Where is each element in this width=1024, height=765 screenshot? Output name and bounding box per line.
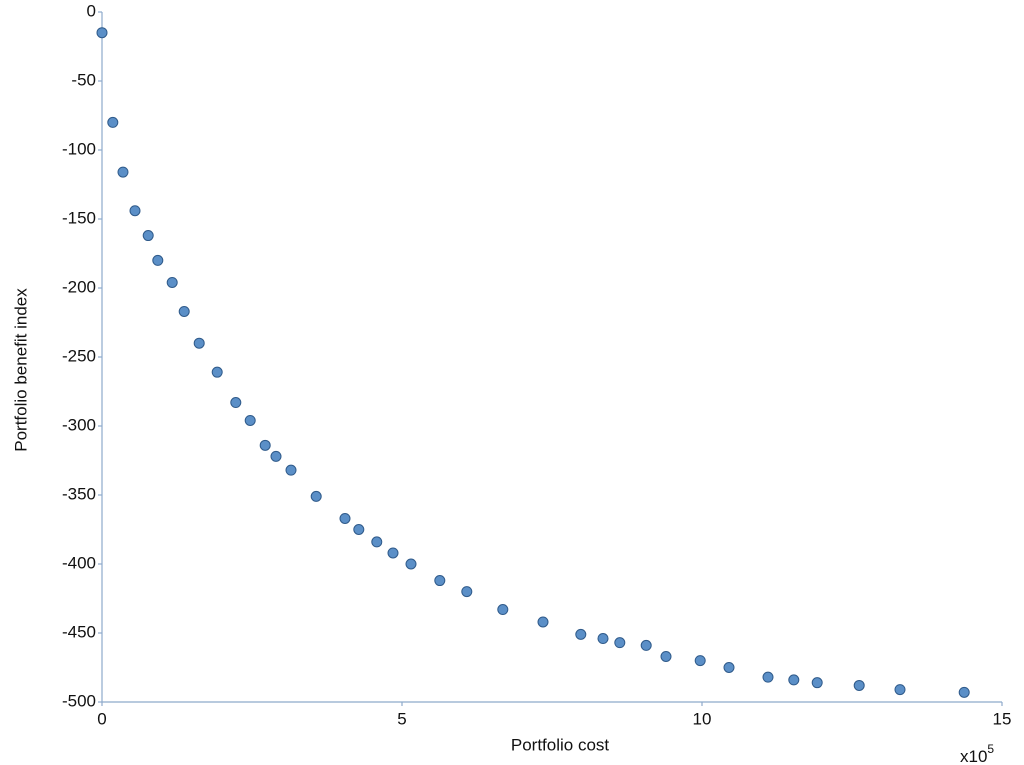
x-multiplier-base: x10 <box>960 747 987 765</box>
x-tick-label: 0 <box>97 709 106 728</box>
point <box>788 674 800 686</box>
point <box>434 575 446 587</box>
y-tick-label: -450 <box>62 622 96 641</box>
point <box>107 116 119 128</box>
x-tick-label: 15 <box>993 709 1012 728</box>
point <box>614 637 626 649</box>
point <box>310 490 322 502</box>
point <box>575 628 587 640</box>
x-tick-label: 10 <box>693 709 712 728</box>
y-tick-label: -500 <box>62 691 96 710</box>
point <box>762 671 774 683</box>
point <box>894 684 906 696</box>
x-multiplier-exponent: 5 <box>987 742 994 756</box>
point <box>211 366 223 378</box>
point <box>259 439 271 451</box>
point <box>694 655 706 667</box>
point <box>811 677 823 689</box>
y-tick-label: -250 <box>62 346 96 365</box>
point <box>958 686 970 698</box>
point <box>640 639 652 651</box>
point <box>353 524 365 535</box>
y-tick-label: -200 <box>62 277 96 296</box>
point <box>597 633 609 645</box>
point <box>193 337 205 349</box>
y-tick-label: -50 <box>71 70 96 89</box>
point <box>387 547 399 559</box>
point <box>117 166 129 178</box>
point <box>660 650 672 662</box>
x-multiplier: x105 <box>960 742 994 765</box>
point <box>723 662 735 673</box>
point <box>497 604 509 616</box>
point <box>142 230 154 242</box>
y-tick-label: 0 <box>87 1 96 20</box>
point <box>244 414 256 426</box>
point <box>405 558 417 570</box>
x-axis-title: Portfolio cost <box>511 735 610 754</box>
y-tick-label: -350 <box>62 484 96 503</box>
point <box>152 254 164 266</box>
point <box>178 305 190 317</box>
y-tick-label: -300 <box>62 415 96 434</box>
y-tick-label: -150 <box>62 208 96 227</box>
point <box>853 679 865 691</box>
point <box>461 586 473 598</box>
point <box>166 276 178 288</box>
x-tick-label: 5 <box>397 709 406 728</box>
y-tick-label: -100 <box>62 139 96 158</box>
point <box>285 464 297 476</box>
point <box>270 450 282 462</box>
y-axis-title: Portfolio benefit index <box>11 288 30 452</box>
point <box>230 397 242 409</box>
y-tick-label: -400 <box>62 553 96 572</box>
point <box>371 536 383 548</box>
point <box>339 512 351 524</box>
point <box>96 27 108 39</box>
point <box>129 205 141 217</box>
point <box>537 616 549 628</box>
